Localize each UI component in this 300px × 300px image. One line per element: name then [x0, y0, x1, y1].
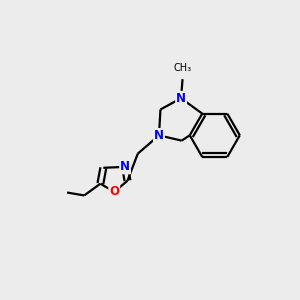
Text: CH₃: CH₃	[173, 63, 192, 73]
Text: N: N	[154, 129, 164, 142]
Text: N: N	[176, 92, 186, 105]
Text: O: O	[109, 185, 119, 198]
Text: N: N	[120, 160, 130, 173]
